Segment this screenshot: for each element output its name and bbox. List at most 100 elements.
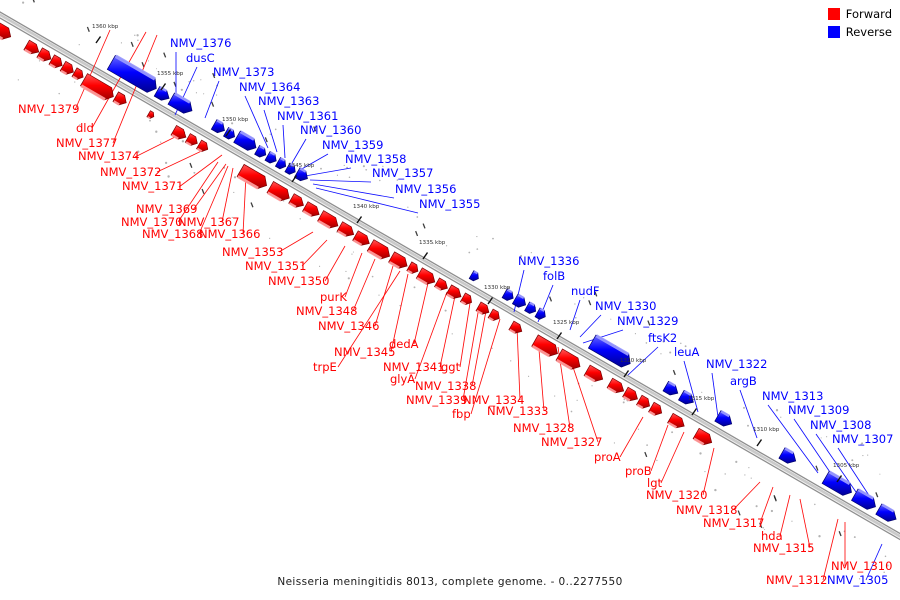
gene-label[interactable]: NMV_1345 [334, 345, 396, 359]
gene-label[interactable]: NMV_1377 [56, 136, 118, 150]
gene-label[interactable]: NMV_1368 [142, 227, 204, 241]
gene-label[interactable]: ggt [441, 360, 461, 374]
gene-label[interactable]: purK [320, 290, 347, 304]
gene-feature [336, 221, 355, 237]
axis-tick-label: 1350 kbp [222, 117, 249, 123]
gene-label[interactable]: NMV_1315 [753, 541, 815, 555]
gene-label[interactable]: NMV_1330 [595, 299, 657, 313]
gene-label[interactable]: NMV_1328 [513, 421, 575, 435]
legend: Forward Reverse [827, 6, 892, 42]
gene-label[interactable]: nudF [571, 284, 600, 298]
gene-feature-highlight [595, 334, 630, 356]
gene-label[interactable]: NMV_1346 [318, 319, 380, 333]
gene-feature-highlight [352, 239, 363, 247]
gene-label[interactable]: glyA [390, 372, 416, 386]
gene-label[interactable]: NMV_1359 [322, 138, 384, 152]
gene-leader-line [779, 494, 791, 537]
gene-feature-highlight [517, 293, 525, 300]
gene-leader-line [739, 389, 758, 439]
gene-feature-highlight [60, 69, 68, 76]
gene-label[interactable]: ftsK2 [648, 331, 678, 345]
gene-label[interactable]: argB [730, 374, 757, 388]
gene-label[interactable]: NMV_1334 [463, 393, 525, 407]
axis-tick-label: 1320 kbp [620, 358, 647, 364]
gene-label[interactable]: lgt [647, 476, 663, 490]
gene-feature-highlight [288, 202, 297, 208]
gene-label[interactable]: NMV_1341 [383, 360, 445, 374]
axis-tick-label: 1340 kbp [353, 204, 380, 210]
gene-label[interactable]: NMV_1317 [703, 516, 765, 530]
gene-label[interactable]: NMV_1313 [762, 389, 824, 403]
gene-feature-highlight [24, 48, 32, 55]
gene-leader-line [301, 239, 328, 267]
gene-label[interactable]: NMV_1336 [518, 254, 580, 268]
gene-label[interactable]: folB [543, 269, 566, 283]
gene-label[interactable]: NMV_1374 [78, 149, 140, 163]
gene-feature [302, 201, 320, 217]
gene-label[interactable]: dusC [186, 51, 215, 65]
gene-leader-line [516, 326, 521, 401]
gene-label[interactable]: NMV_1310 [831, 559, 893, 573]
gene-label[interactable]: NMV_1351 [245, 259, 307, 273]
gene-label[interactable]: NMV_1312 [766, 573, 828, 587]
gene-label[interactable]: NMV_1356 [395, 182, 457, 196]
gene-leader-line [178, 154, 223, 188]
gene-feature-highlight [49, 63, 56, 69]
gene-feature-highlight [531, 344, 550, 358]
gene-label[interactable]: NMV_1327 [541, 435, 603, 449]
gene-feature-highlight [693, 437, 705, 446]
gene-feature-highlight [159, 86, 168, 93]
gene-label[interactable]: NMV_1307 [832, 432, 894, 446]
gene-label[interactable]: NMV_1309 [788, 403, 850, 417]
gene-feature [0, 22, 12, 40]
gene-label[interactable]: NMV_1366 [199, 227, 261, 241]
gene-label[interactable]: NMV_1305 [827, 573, 889, 587]
gene-label[interactable]: NMV_1358 [345, 152, 407, 166]
gene-label[interactable]: NMV_1364 [239, 80, 301, 94]
gene-label[interactable]: NMV_1372 [100, 165, 162, 179]
gene-label[interactable]: dedA [389, 337, 419, 351]
gene-label[interactable]: hda [761, 529, 783, 543]
gene-leader-line [344, 252, 363, 298]
gene-label[interactable]: NMV_1318 [676, 503, 738, 517]
gene-label[interactable]: NMV_1367 [178, 215, 240, 229]
gene-label[interactable]: dld [76, 121, 94, 135]
gene-label[interactable]: NMV_1370 [121, 215, 183, 229]
gene-label[interactable]: NMV_1338 [415, 379, 477, 393]
axis-tick-label: 1310 kbp [753, 427, 780, 433]
gene-label[interactable]: leuA [674, 345, 700, 359]
gene-label[interactable]: NMV_1373 [213, 65, 275, 79]
gene-label[interactable]: NMV_1348 [296, 304, 358, 318]
gene-label[interactable]: NMV_1357 [372, 166, 434, 180]
gene-label[interactable]: NMV_1379 [18, 102, 80, 116]
gene-leader-line [650, 424, 669, 472]
gene-feature-highlight [196, 147, 203, 153]
axis-tick-label: 1330 kbp [484, 285, 511, 291]
gene-label[interactable]: fbp [452, 407, 471, 421]
gene-label[interactable]: NMV_1369 [136, 202, 198, 216]
gene-feature-highlight [529, 301, 535, 307]
gene-label[interactable]: trpE [313, 360, 337, 374]
gene-label[interactable]: NMV_1355 [419, 197, 481, 211]
gene-label[interactable]: NMV_1333 [487, 404, 549, 418]
gene-label[interactable]: NMV_1353 [222, 245, 284, 259]
gene-label[interactable]: NMV_1339 [406, 393, 468, 407]
gene-label[interactable]: NMV_1329 [617, 314, 679, 328]
gene-feature-highlight [237, 175, 259, 190]
gene-label[interactable]: NMV_1322 [706, 357, 768, 371]
gene-label[interactable]: proB [625, 464, 652, 478]
gene-label[interactable]: NMV_1308 [810, 418, 872, 432]
gene-feature [352, 230, 370, 246]
gene-label[interactable]: NMV_1371 [122, 179, 184, 193]
gene-leader-line [459, 302, 471, 368]
gene-label[interactable]: NMV_1350 [268, 274, 330, 288]
axis-tick-label: 1315 kbp [688, 396, 715, 402]
gene-label[interactable]: NMV_1320 [646, 488, 708, 502]
gene-label[interactable]: NMV_1376 [170, 36, 232, 50]
gene-leader-line [309, 179, 372, 183]
gene-label[interactable]: NMV_1363 [258, 94, 320, 108]
gene-label[interactable]: proA [594, 450, 621, 464]
gene-leader-line [702, 447, 715, 496]
gene-label[interactable]: NMV_1360 [300, 123, 362, 137]
gene-label[interactable]: NMV_1361 [277, 109, 339, 123]
